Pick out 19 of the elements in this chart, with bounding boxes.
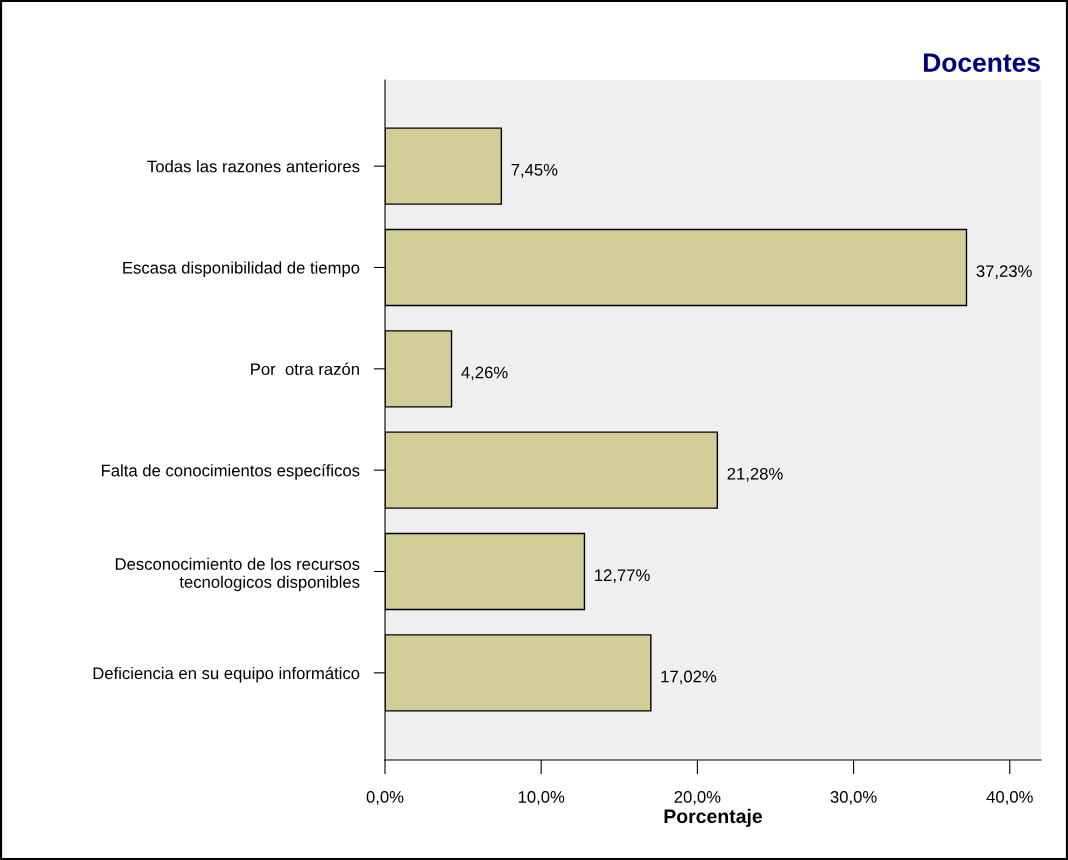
chart-title: Docentes bbox=[923, 53, 1040, 72]
data-label: 7,45% bbox=[511, 163, 558, 178]
y-tick-label: Deficiencia en su equipo informático bbox=[93, 666, 360, 683]
data-label: 12,77% bbox=[595, 569, 650, 584]
data-label: 37,23% bbox=[976, 265, 1032, 279]
y-tick-label: Escasa disponibilidad de tiempo bbox=[123, 261, 360, 277]
x-tick-label: 20,0% bbox=[674, 791, 721, 805]
y-tick-label: Falta de conocimientos específicos bbox=[101, 464, 360, 480]
data-label: 17,02% bbox=[661, 670, 717, 685]
x-tick-label: 10,0% bbox=[518, 791, 565, 805]
x-tick-label: 40,0% bbox=[986, 791, 1033, 805]
x-axis-title: Porcentaje bbox=[664, 808, 763, 827]
y-tick-label: Por otra razón bbox=[251, 362, 359, 376]
x-tick-label: 30,0% bbox=[830, 791, 877, 805]
data-label: 4,26% bbox=[461, 366, 508, 381]
data-label: 21,28% bbox=[727, 467, 783, 482]
y-tick-label: Todas las razones anteriores bbox=[147, 160, 360, 173]
y-tick-label: Desconocimiento de los recursos tecnologicos disponibles bbox=[115, 557, 360, 592]
x-tick-label: 0,0% bbox=[366, 791, 404, 805]
